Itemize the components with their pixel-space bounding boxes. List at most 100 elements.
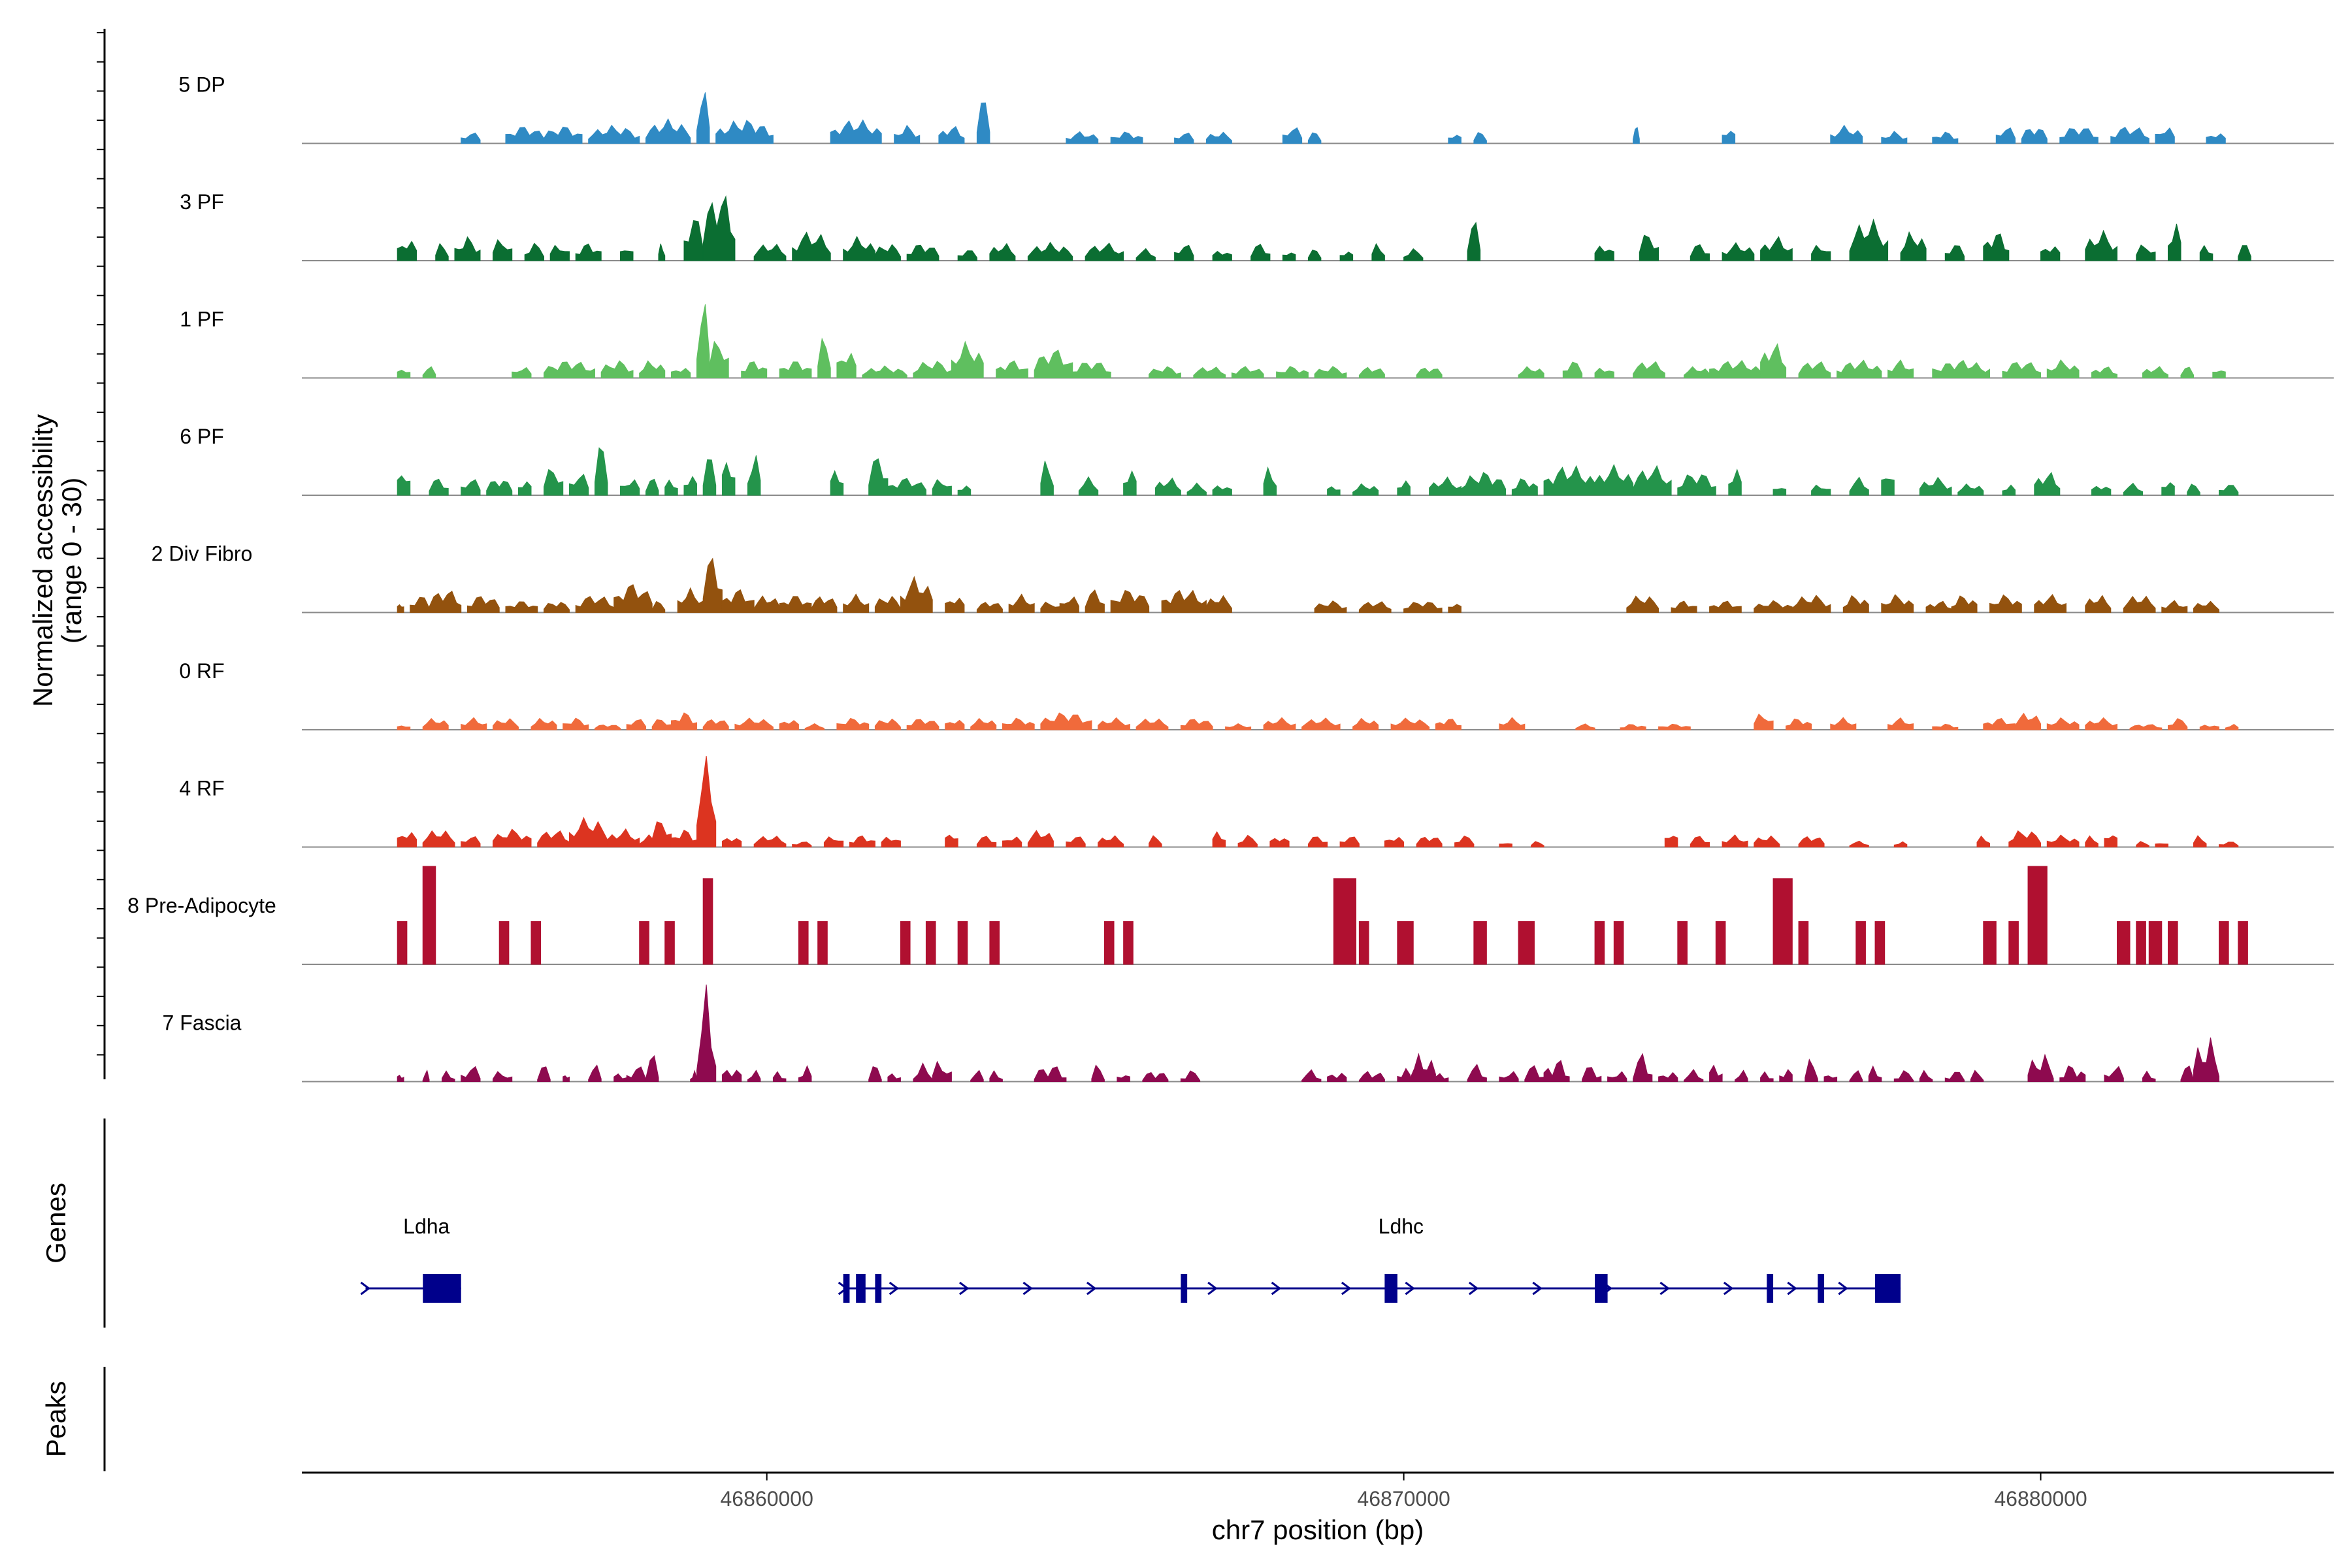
- coverage-peak: [1811, 244, 1831, 261]
- coverage-peak: [1473, 921, 1487, 965]
- coverage-peak: [2161, 600, 2188, 613]
- coverage-peak: [1205, 595, 1232, 613]
- coverage-peak: [1435, 719, 1462, 730]
- coverage-peak: [798, 1065, 812, 1082]
- coverage-peak: [1607, 1071, 1627, 1082]
- strand-arrow: [1838, 1281, 1848, 1296]
- strand-arrow: [1022, 1281, 1033, 1296]
- coverage-peak: [651, 719, 672, 730]
- coverage-peak: [1620, 724, 1646, 730]
- coverage-peak: [461, 1066, 481, 1082]
- coverage-peak: [397, 832, 417, 847]
- coverage-peak: [1957, 483, 1984, 496]
- coverage-peak: [1887, 717, 1914, 730]
- coverage-peak: [1040, 712, 1092, 730]
- coverage-peak: [989, 921, 1000, 965]
- coverage-peak: [2123, 482, 2144, 496]
- coverage-peak: [639, 360, 666, 378]
- coverage-peak: [435, 242, 449, 261]
- coverage-peak: [721, 461, 736, 496]
- coverage-peak: [1881, 131, 1908, 144]
- coverage-peak: [600, 360, 634, 378]
- coverage-peak: [2002, 484, 2016, 496]
- coverage-peak: [1772, 878, 1793, 965]
- coverage-peak: [588, 1064, 602, 1082]
- coverage-peak: [1085, 589, 1105, 613]
- coverage-peak: [1798, 361, 1831, 378]
- coverage-peak: [1893, 841, 1908, 847]
- coverage-peak: [1448, 604, 1462, 613]
- coverage-peak: [1149, 835, 1162, 847]
- coverage-peak: [1467, 221, 1481, 261]
- coverage-peak: [976, 602, 1003, 613]
- coverage-peak: [466, 596, 500, 613]
- coverage-peak: [1237, 834, 1258, 847]
- coverage-peak: [1499, 1071, 1519, 1082]
- coverage-peak: [588, 124, 640, 144]
- coverage-peak: [702, 557, 723, 613]
- coverage-peak: [1855, 921, 1866, 965]
- coverage-peak: [1314, 366, 1347, 378]
- coverage-peak: [1594, 367, 1614, 378]
- coverage-peak: [1161, 589, 1207, 613]
- coverage-peak: [2123, 595, 2156, 613]
- coverage-peak: [2238, 921, 2248, 965]
- coverage-peak: [830, 119, 882, 144]
- coverage-peak: [492, 718, 519, 730]
- coverage-peak: [1499, 717, 1526, 730]
- coverage-peak: [563, 1075, 570, 1082]
- coverage-peak: [1307, 250, 1322, 261]
- coverage-peak: [1709, 1064, 1723, 1082]
- coverage-peak: [1154, 477, 1181, 496]
- coverage-peak: [2187, 483, 2200, 496]
- coverage-peak: [1327, 1073, 1347, 1082]
- coverage-peak: [1307, 132, 1322, 144]
- coverage-peak: [1658, 1071, 1678, 1082]
- coverage-peak: [1499, 843, 1512, 847]
- coverage-peak: [537, 1066, 551, 1082]
- coverage-peak: [517, 481, 532, 496]
- gene-exon: [1767, 1274, 1774, 1303]
- coverage-track: 7 Fascia: [163, 985, 2334, 1083]
- coverage-peak: [1098, 835, 1124, 847]
- strand-arrow: [1468, 1281, 1479, 1296]
- coverage-peak: [2136, 841, 2149, 847]
- coverage-peak: [524, 242, 545, 261]
- coverage-peak: [2180, 1065, 2195, 1082]
- strand-arrow: [889, 1281, 900, 1296]
- coverage-peak: [702, 459, 717, 496]
- coverage-peak: [747, 455, 761, 496]
- coverage-peak: [505, 601, 538, 613]
- coverage-peak: [957, 485, 972, 496]
- coverage-peak: [1594, 245, 1614, 261]
- coverage-peak: [817, 337, 831, 378]
- coverage-peak: [2193, 600, 2220, 613]
- coverage-peak: [976, 836, 997, 847]
- track-label: 3 PF: [180, 190, 224, 214]
- coverage-peak: [1970, 1070, 1984, 1082]
- coverage-peak: [1110, 590, 1150, 613]
- coverage-peak: [1754, 835, 1780, 847]
- coverage-peak: [2085, 717, 2118, 730]
- coverage-peak: [2199, 725, 2220, 730]
- coverage-peak: [696, 985, 717, 1082]
- coverage-peak: [1830, 124, 1863, 144]
- coverage-peak: [1059, 596, 1079, 613]
- coverage-peak: [492, 1071, 513, 1082]
- coverage-peak: [2104, 1066, 2124, 1082]
- coverage-peak: [1511, 478, 1538, 496]
- coverage-peak: [1174, 244, 1194, 261]
- coverage-peak: [913, 1062, 933, 1082]
- coverage-peak: [881, 836, 901, 847]
- coverage-peak: [2161, 482, 2175, 496]
- strand-arrow: [1723, 1281, 1734, 1296]
- coverage-peak: [715, 120, 774, 144]
- coverage-peak: [1760, 236, 1793, 261]
- coverage-peak: [1639, 235, 1659, 261]
- coverage-peak: [2027, 1053, 2054, 1082]
- coverage-peak: [677, 587, 704, 613]
- coverage-peak: [2110, 127, 2149, 144]
- coverage-peak: [670, 712, 698, 730]
- coverage-peak: [1098, 717, 1130, 730]
- coverage-peak: [441, 1070, 455, 1082]
